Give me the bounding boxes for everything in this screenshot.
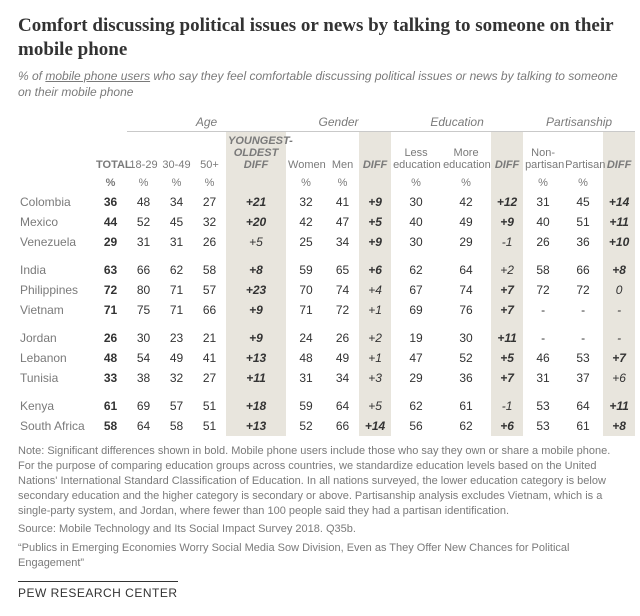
table-row: Mexico44524532+204247+54049+94051+11	[18, 212, 635, 232]
percent-row: % %%% %% %% %%	[18, 174, 635, 192]
table-row: Colombia36483427+213241+93042+123145+14	[18, 192, 635, 212]
data-table: Age Gender Education Partisanship TOTAL …	[18, 112, 635, 436]
table-row: Venezuela29313126+52534+93029-12636+10	[18, 232, 635, 252]
table-row: Vietnam71757166+97172+16976+7---	[18, 300, 635, 320]
table-row: Jordan26302321+92426+21930+11---	[18, 328, 635, 348]
publication-line: “Publics in Emerging Economies Worry Soc…	[18, 541, 622, 571]
column-header-row: TOTAL 18-2930-4950+ YOUNGEST-OLDESTDIFF …	[18, 131, 635, 174]
group-education: Education	[391, 112, 523, 132]
chart-title: Comfort discussing political issues or n…	[18, 14, 622, 62]
table-row: India63666258+85965+66264+25866+8	[18, 260, 635, 280]
pew-logo: PEW RESEARCH CENTER	[18, 581, 178, 600]
table-body: Colombia36483427+213241+93042+123145+14M…	[18, 192, 635, 436]
group-partisanship: Partisanship	[523, 112, 635, 132]
table-row: Lebanon48544941+134849+14752+54653+7	[18, 348, 635, 368]
chart-subtitle: % of mobile phone users who say they fee…	[18, 68, 622, 100]
table-row: Philippines72807157+237074+46774+772720	[18, 280, 635, 300]
footnote: Note: Significant differences shown in b…	[18, 444, 622, 518]
table-row: South Africa58645851+135266+145662+65361…	[18, 416, 635, 436]
group-gender: Gender	[286, 112, 391, 132]
group-age: Age	[127, 112, 286, 132]
group-header-row: Age Gender Education Partisanship	[18, 112, 635, 132]
table-row: Kenya61695751+185964+56261-15364+11	[18, 396, 635, 416]
table-row: Tunisia33383227+113134+32936+73137+6	[18, 368, 635, 388]
